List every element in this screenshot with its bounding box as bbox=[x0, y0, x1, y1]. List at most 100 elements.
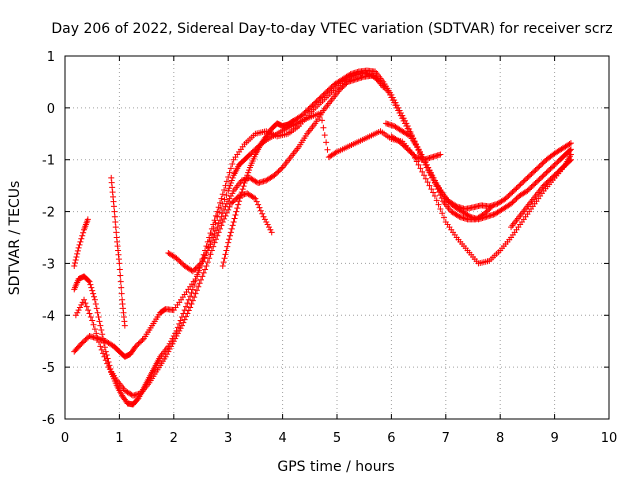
data-point bbox=[192, 265, 199, 272]
data-point bbox=[170, 338, 177, 345]
data-point bbox=[433, 183, 440, 190]
data-point bbox=[241, 180, 248, 187]
data-point bbox=[551, 172, 558, 179]
series-arc-7 bbox=[219, 67, 574, 270]
x-tick-label: 2 bbox=[170, 431, 178, 446]
data-point bbox=[276, 167, 283, 174]
data-point bbox=[221, 186, 228, 193]
data-point bbox=[487, 204, 494, 211]
x-tick-label: 3 bbox=[224, 431, 232, 446]
data-point bbox=[391, 97, 398, 104]
data-point bbox=[218, 213, 225, 220]
data-point bbox=[169, 340, 176, 347]
data-point bbox=[242, 177, 249, 184]
data-point bbox=[100, 335, 107, 342]
data-point bbox=[403, 145, 410, 152]
data-point bbox=[304, 107, 311, 114]
data-point bbox=[223, 200, 230, 207]
data-point bbox=[419, 168, 426, 175]
data-point bbox=[211, 231, 218, 238]
data-point bbox=[406, 147, 413, 154]
data-point bbox=[77, 238, 84, 245]
data-point bbox=[517, 181, 524, 188]
y-tick-label: -4 bbox=[42, 309, 55, 324]
x-tick-label: 8 bbox=[496, 431, 504, 446]
data-point bbox=[229, 190, 236, 197]
data-point bbox=[78, 235, 85, 242]
data-point bbox=[554, 169, 561, 176]
data-point bbox=[567, 156, 574, 163]
data-point bbox=[533, 178, 540, 185]
data-point bbox=[79, 339, 86, 346]
data-point bbox=[196, 261, 203, 268]
data-point bbox=[542, 181, 549, 188]
data-point bbox=[306, 104, 313, 111]
data-point bbox=[91, 326, 98, 333]
data-point bbox=[328, 84, 335, 91]
data-point bbox=[425, 164, 432, 171]
data-point bbox=[219, 210, 226, 217]
data-point bbox=[508, 200, 515, 207]
data-point bbox=[508, 190, 515, 197]
data-point bbox=[547, 176, 554, 183]
data-point bbox=[195, 263, 202, 270]
data-point bbox=[567, 146, 574, 153]
data-point bbox=[93, 330, 100, 337]
data-point bbox=[81, 338, 88, 345]
data-point bbox=[89, 287, 96, 294]
data-point bbox=[546, 167, 553, 174]
data-point bbox=[219, 191, 226, 198]
data-point bbox=[399, 112, 406, 119]
data-point bbox=[198, 276, 204, 283]
data-point bbox=[202, 252, 209, 259]
data-point bbox=[406, 126, 413, 133]
data-point bbox=[336, 86, 343, 93]
data-point bbox=[324, 146, 331, 153]
series-arc-10 bbox=[508, 156, 574, 231]
data-point bbox=[79, 232, 86, 239]
data-point bbox=[229, 174, 236, 181]
data-point bbox=[300, 111, 306, 118]
data-point bbox=[513, 195, 520, 202]
data-point bbox=[226, 195, 233, 202]
data-point bbox=[532, 167, 539, 174]
data-point bbox=[191, 266, 198, 273]
data-point bbox=[436, 189, 442, 196]
data-point bbox=[402, 117, 408, 124]
data-point bbox=[207, 230, 214, 237]
x-tick-label: 7 bbox=[442, 431, 450, 446]
data-point bbox=[134, 342, 141, 349]
data-point bbox=[87, 281, 94, 288]
data-point bbox=[78, 301, 85, 308]
data-point bbox=[259, 210, 266, 217]
series-arc-6 bbox=[165, 72, 574, 275]
data-point bbox=[298, 112, 305, 119]
data-point bbox=[174, 256, 181, 263]
data-point bbox=[230, 198, 237, 205]
data-point bbox=[101, 353, 108, 360]
data-point bbox=[261, 216, 268, 223]
data-point bbox=[509, 189, 516, 196]
data-point bbox=[308, 103, 315, 110]
data-point bbox=[543, 169, 550, 176]
data-point bbox=[395, 104, 402, 111]
data-point bbox=[312, 99, 319, 106]
data-point bbox=[214, 224, 221, 231]
data-point bbox=[338, 85, 345, 92]
data-point bbox=[260, 213, 267, 220]
data-point bbox=[263, 218, 270, 225]
data-point bbox=[410, 151, 417, 158]
data-point bbox=[566, 140, 573, 147]
data-point bbox=[512, 186, 519, 193]
data-point bbox=[100, 350, 107, 357]
data-point bbox=[183, 313, 190, 320]
data-point bbox=[83, 335, 90, 342]
data-point bbox=[212, 227, 219, 234]
data-point bbox=[85, 277, 92, 284]
data-point bbox=[249, 148, 256, 155]
data-point bbox=[183, 303, 190, 310]
data-point bbox=[532, 180, 539, 187]
data-point bbox=[544, 178, 551, 185]
data-point bbox=[185, 296, 192, 303]
chart-title: Day 206 of 2022, Sidereal Day-to-day VTE… bbox=[51, 21, 612, 37]
